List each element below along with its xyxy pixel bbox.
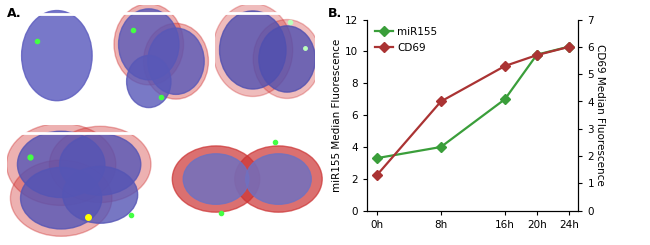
- CD69: [373, 174, 381, 177]
- Text: 24h: 24h: [297, 223, 317, 233]
- Ellipse shape: [213, 3, 292, 97]
- Ellipse shape: [118, 9, 179, 80]
- Legend: miR155, CD69: miR155, CD69: [372, 25, 439, 55]
- Ellipse shape: [49, 126, 151, 202]
- miR155: [501, 98, 509, 101]
- Ellipse shape: [60, 134, 141, 195]
- Ellipse shape: [21, 167, 102, 229]
- Ellipse shape: [254, 20, 321, 98]
- Line: CD69: CD69: [373, 43, 573, 179]
- CD69: [533, 54, 541, 57]
- Ellipse shape: [246, 154, 311, 204]
- miR155: [373, 157, 381, 160]
- Text: B.: B.: [328, 7, 343, 20]
- Ellipse shape: [172, 146, 260, 212]
- Ellipse shape: [220, 11, 286, 89]
- Ellipse shape: [18, 131, 105, 197]
- Text: A.: A.: [6, 7, 21, 20]
- Y-axis label: miR155 Median Fluorescence: miR155 Median Fluorescence: [332, 38, 342, 192]
- miR155: [565, 45, 573, 48]
- Ellipse shape: [114, 4, 183, 85]
- Ellipse shape: [144, 23, 209, 99]
- Ellipse shape: [235, 146, 322, 212]
- Y-axis label: CD69 Median Fluorescence: CD69 Median Fluorescence: [595, 44, 605, 186]
- Ellipse shape: [62, 166, 138, 223]
- Ellipse shape: [10, 160, 112, 236]
- Ellipse shape: [21, 11, 92, 101]
- CD69: [437, 100, 445, 103]
- Ellipse shape: [183, 154, 249, 204]
- Ellipse shape: [6, 123, 116, 205]
- miR155: [437, 146, 445, 148]
- Ellipse shape: [127, 56, 171, 108]
- Text: 20h: 20h: [135, 223, 155, 233]
- Ellipse shape: [259, 26, 315, 92]
- Text: 16h: 16h: [290, 103, 310, 113]
- Text: 8h: 8h: [192, 103, 206, 113]
- CD69: [565, 45, 573, 48]
- Line: miR155: miR155: [373, 43, 573, 162]
- CD69: [501, 64, 509, 67]
- miR155: [533, 53, 541, 56]
- Text: 0h: 0h: [88, 103, 102, 113]
- Ellipse shape: [148, 28, 204, 94]
